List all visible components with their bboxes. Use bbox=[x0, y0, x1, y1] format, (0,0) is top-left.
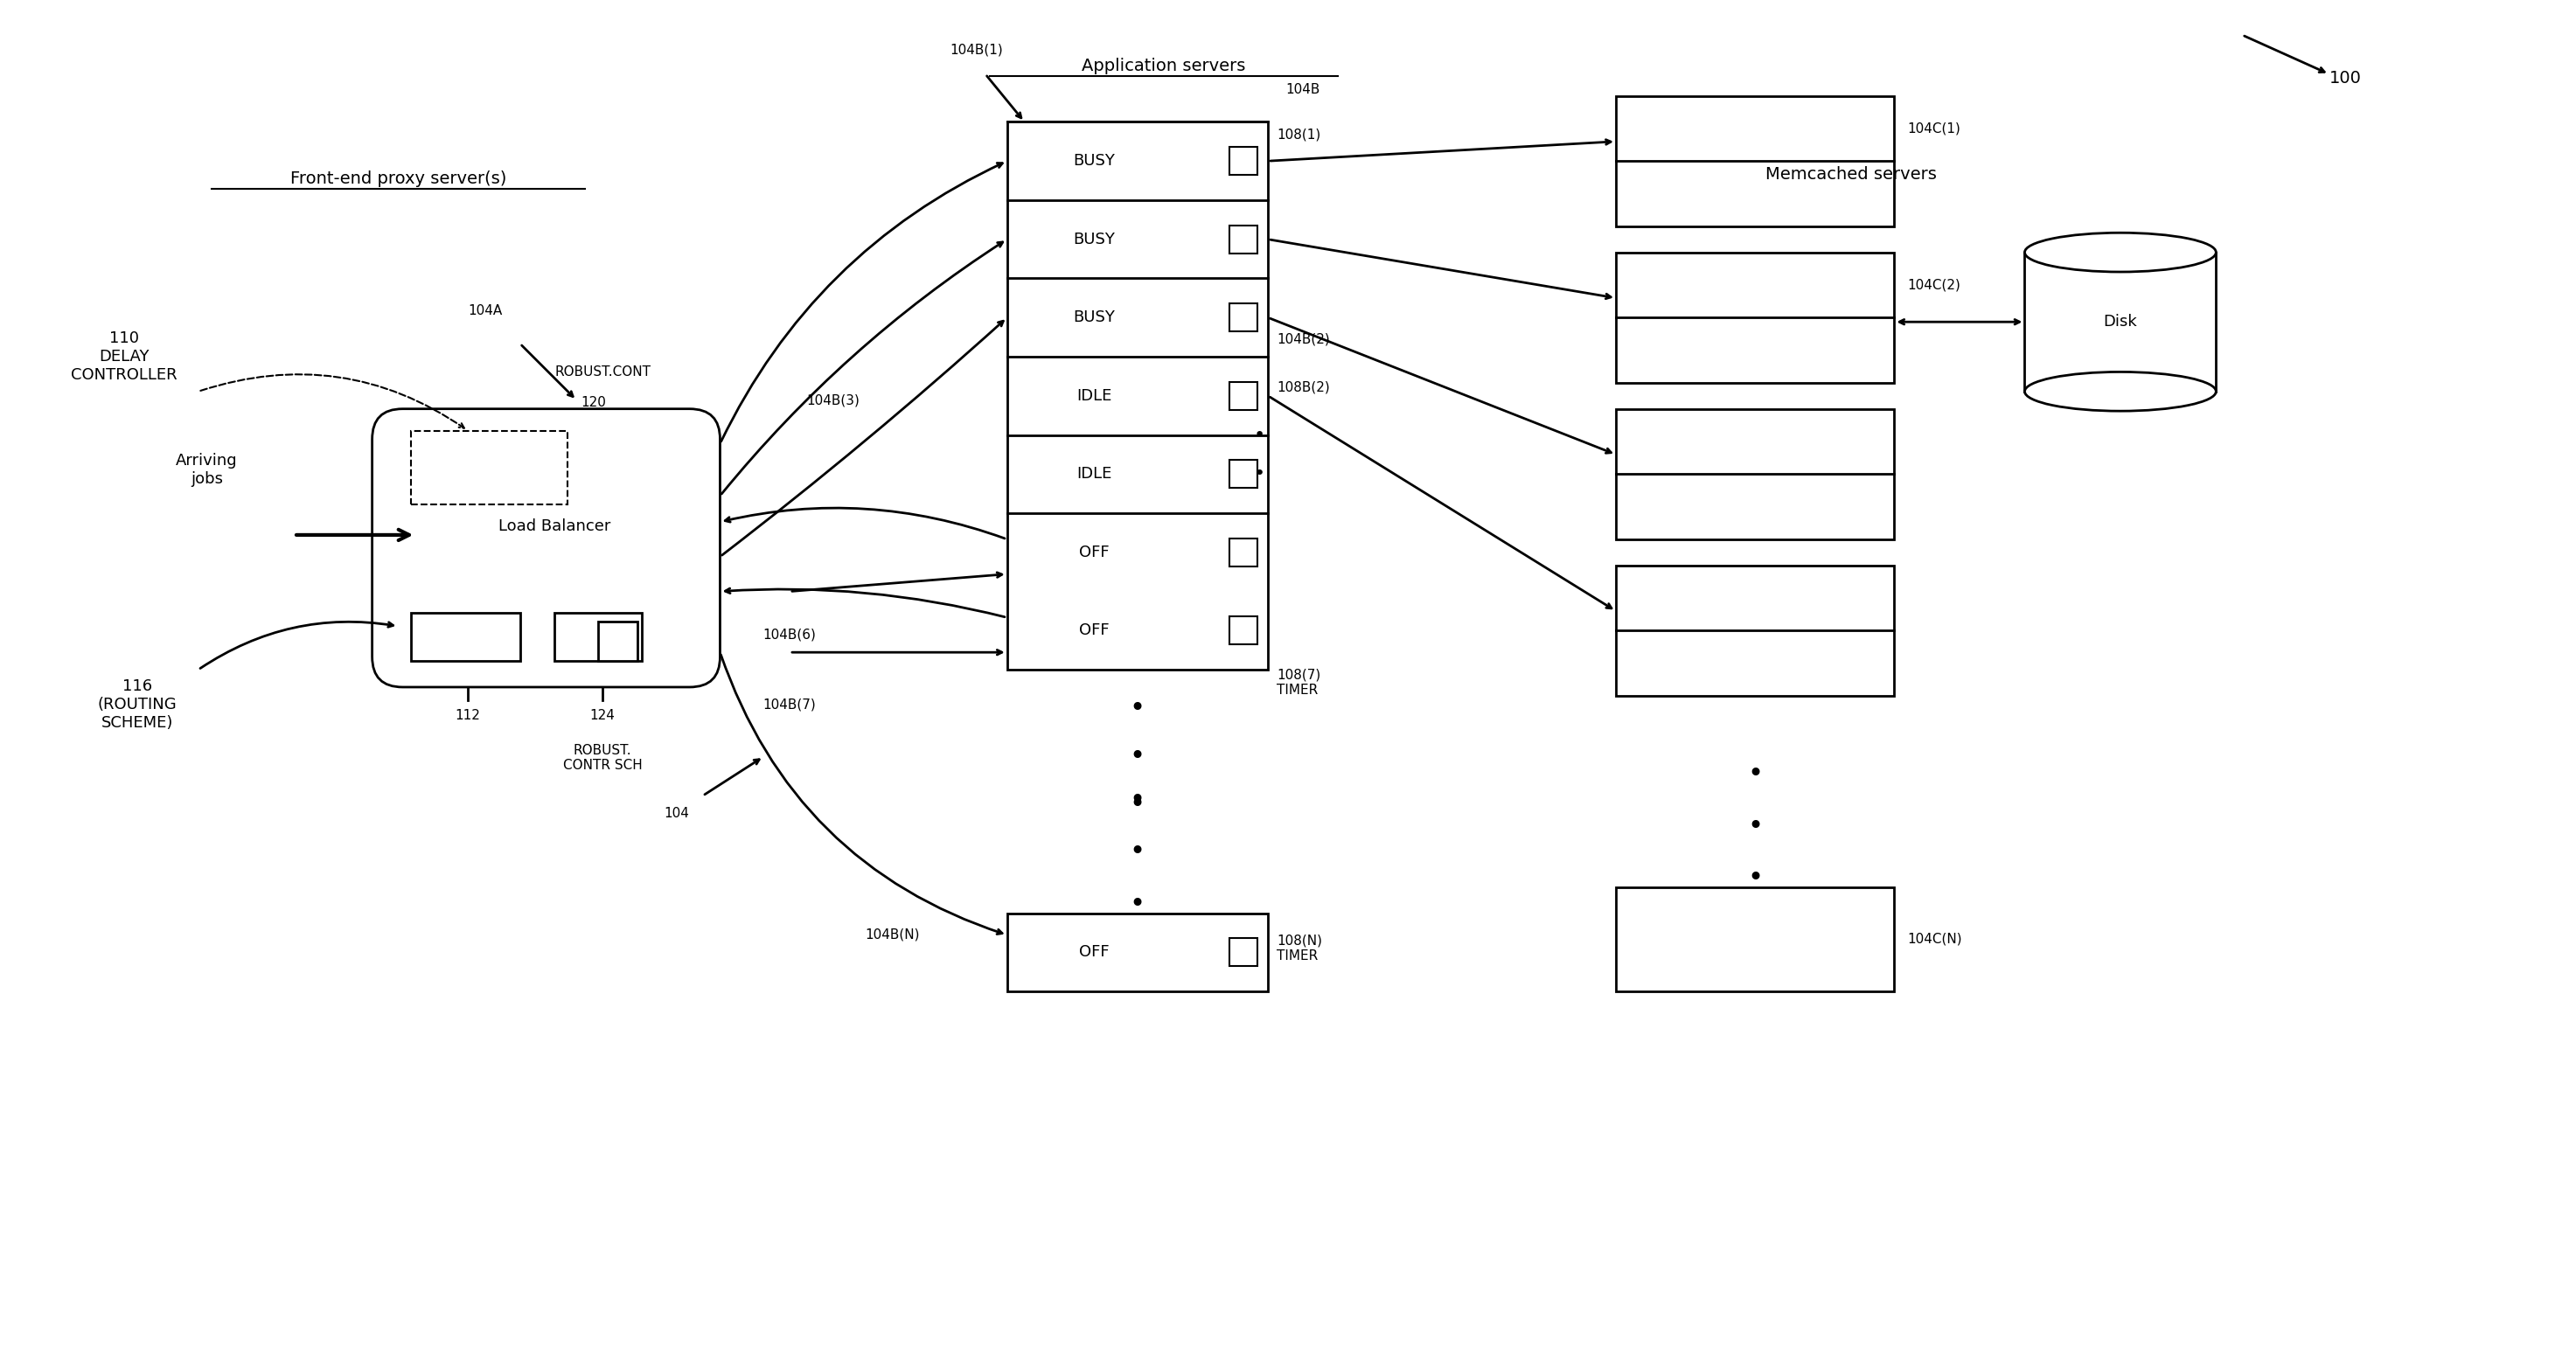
Bar bbox=[1229, 304, 1257, 331]
Text: 108(1): 108(1) bbox=[1278, 129, 1321, 141]
Text: 104B: 104B bbox=[1285, 82, 1319, 96]
Bar bbox=[2025, 252, 2215, 392]
Text: •: • bbox=[1131, 697, 1146, 721]
Text: 104A: 104A bbox=[469, 304, 502, 318]
Text: IDLE: IDLE bbox=[1077, 387, 1113, 404]
Bar bbox=[1615, 887, 1893, 991]
Text: 108(7)
TIMER: 108(7) TIMER bbox=[1278, 668, 1321, 697]
Text: •: • bbox=[1131, 791, 1146, 817]
Text: OFF: OFF bbox=[1079, 623, 1110, 638]
Text: ROBUST.CONT: ROBUST.CONT bbox=[554, 366, 652, 378]
Ellipse shape bbox=[2025, 372, 2215, 411]
Text: 104C(N): 104C(N) bbox=[1906, 932, 1963, 946]
Text: 116
(ROUTING
SCHEME): 116 (ROUTING SCHEME) bbox=[98, 679, 178, 731]
Text: BUSY: BUSY bbox=[1074, 231, 1115, 248]
Text: Disk: Disk bbox=[2105, 314, 2138, 330]
Text: 104B(1): 104B(1) bbox=[951, 44, 1002, 56]
Bar bbox=[1229, 616, 1257, 645]
Text: 104C(2): 104C(2) bbox=[1906, 278, 1960, 292]
Bar bbox=[412, 613, 520, 661]
Text: •: • bbox=[1255, 465, 1265, 483]
Text: •: • bbox=[1131, 743, 1146, 769]
Text: •: • bbox=[1131, 891, 1146, 917]
Text: 104: 104 bbox=[665, 806, 690, 820]
Bar bbox=[1229, 538, 1257, 567]
Text: •: • bbox=[1255, 426, 1265, 444]
Text: BUSY: BUSY bbox=[1074, 309, 1115, 326]
Bar bbox=[412, 431, 567, 505]
Ellipse shape bbox=[2025, 233, 2215, 272]
Text: •: • bbox=[1747, 865, 1762, 891]
Text: 112: 112 bbox=[456, 709, 482, 721]
Text: 104B(6): 104B(6) bbox=[762, 628, 817, 642]
Bar bbox=[1229, 460, 1257, 487]
Bar bbox=[598, 622, 636, 661]
Bar bbox=[1229, 146, 1257, 175]
Text: •: • bbox=[1747, 813, 1762, 839]
Bar bbox=[1615, 565, 1893, 695]
Bar bbox=[1007, 122, 1267, 669]
Bar bbox=[1615, 409, 1893, 539]
Text: •: • bbox=[1747, 761, 1762, 787]
Text: 104B(7): 104B(7) bbox=[762, 698, 817, 711]
Text: Memcached servers: Memcached servers bbox=[1765, 166, 1937, 183]
Text: Arriving
jobs: Arriving jobs bbox=[175, 453, 237, 487]
FancyBboxPatch shape bbox=[371, 409, 721, 687]
Text: Load Balancer: Load Balancer bbox=[500, 519, 611, 534]
Text: OFF: OFF bbox=[1079, 545, 1110, 560]
Text: 104C(1): 104C(1) bbox=[1906, 122, 1960, 136]
Text: ROBUST.
CONTR SCH: ROBUST. CONTR SCH bbox=[564, 743, 641, 772]
Text: 108B(2): 108B(2) bbox=[1278, 381, 1329, 394]
Text: OFF: OFF bbox=[1079, 945, 1110, 960]
Bar bbox=[554, 613, 641, 661]
Bar bbox=[1007, 913, 1267, 991]
Text: 120: 120 bbox=[582, 396, 605, 409]
Text: 104B(N): 104B(N) bbox=[866, 928, 920, 942]
Text: •: • bbox=[1131, 787, 1146, 813]
Text: 110
DELAY
CONTROLLER: 110 DELAY CONTROLLER bbox=[72, 331, 178, 383]
Bar bbox=[1229, 938, 1257, 967]
Text: •: • bbox=[1131, 839, 1146, 865]
Text: 108(N)
TIMER: 108(N) TIMER bbox=[1278, 934, 1321, 962]
Bar bbox=[1615, 96, 1893, 226]
Text: 104B(2): 104B(2) bbox=[1278, 333, 1329, 346]
Text: Front-end proxy server(s): Front-end proxy server(s) bbox=[291, 171, 507, 188]
Text: 124: 124 bbox=[590, 709, 616, 721]
Text: BUSY: BUSY bbox=[1074, 153, 1115, 168]
Bar bbox=[1229, 382, 1257, 409]
Bar bbox=[1229, 226, 1257, 253]
Text: 100: 100 bbox=[2329, 70, 2362, 86]
Text: Application servers: Application servers bbox=[1082, 57, 1247, 74]
Text: IDLE: IDLE bbox=[1077, 467, 1113, 482]
Text: 104B(3): 104B(3) bbox=[806, 394, 860, 407]
Bar bbox=[1615, 252, 1893, 383]
